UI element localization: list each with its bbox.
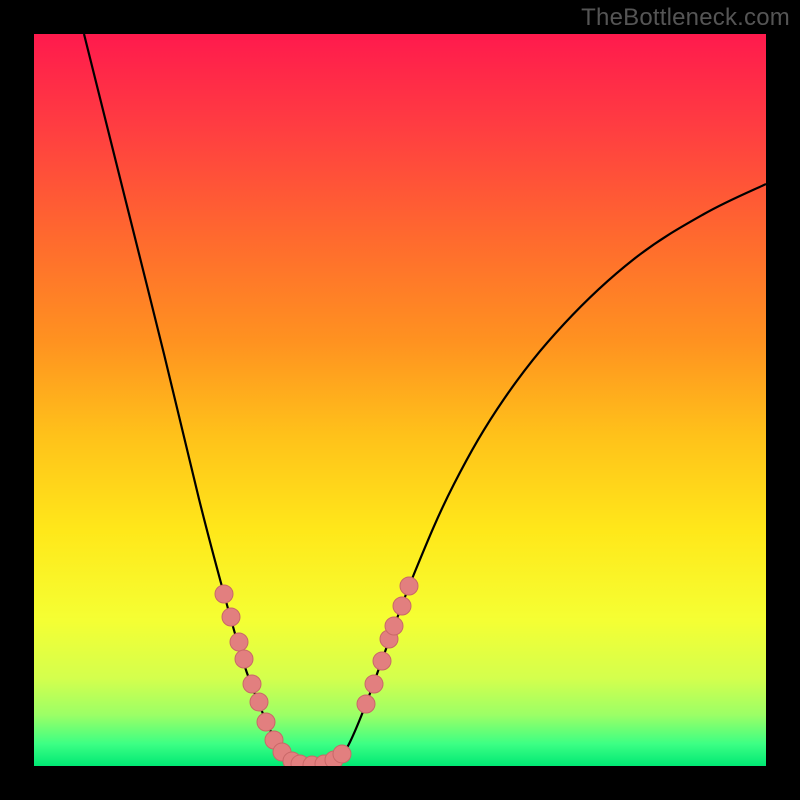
data-marker	[243, 675, 261, 693]
data-marker	[230, 633, 248, 651]
curve-layer	[34, 34, 766, 766]
data-marker	[373, 652, 391, 670]
plot-area	[34, 34, 766, 766]
data-marker	[215, 585, 233, 603]
data-marker	[393, 597, 411, 615]
data-marker	[257, 713, 275, 731]
data-marker	[357, 695, 375, 713]
v-curve	[84, 34, 766, 766]
data-marker	[250, 693, 268, 711]
data-marker	[385, 617, 403, 635]
data-marker	[222, 608, 240, 626]
data-marker	[365, 675, 383, 693]
data-marker	[400, 577, 418, 595]
watermark-text: TheBottleneck.com	[581, 4, 790, 32]
data-marker	[333, 745, 351, 763]
data-marker	[235, 650, 253, 668]
